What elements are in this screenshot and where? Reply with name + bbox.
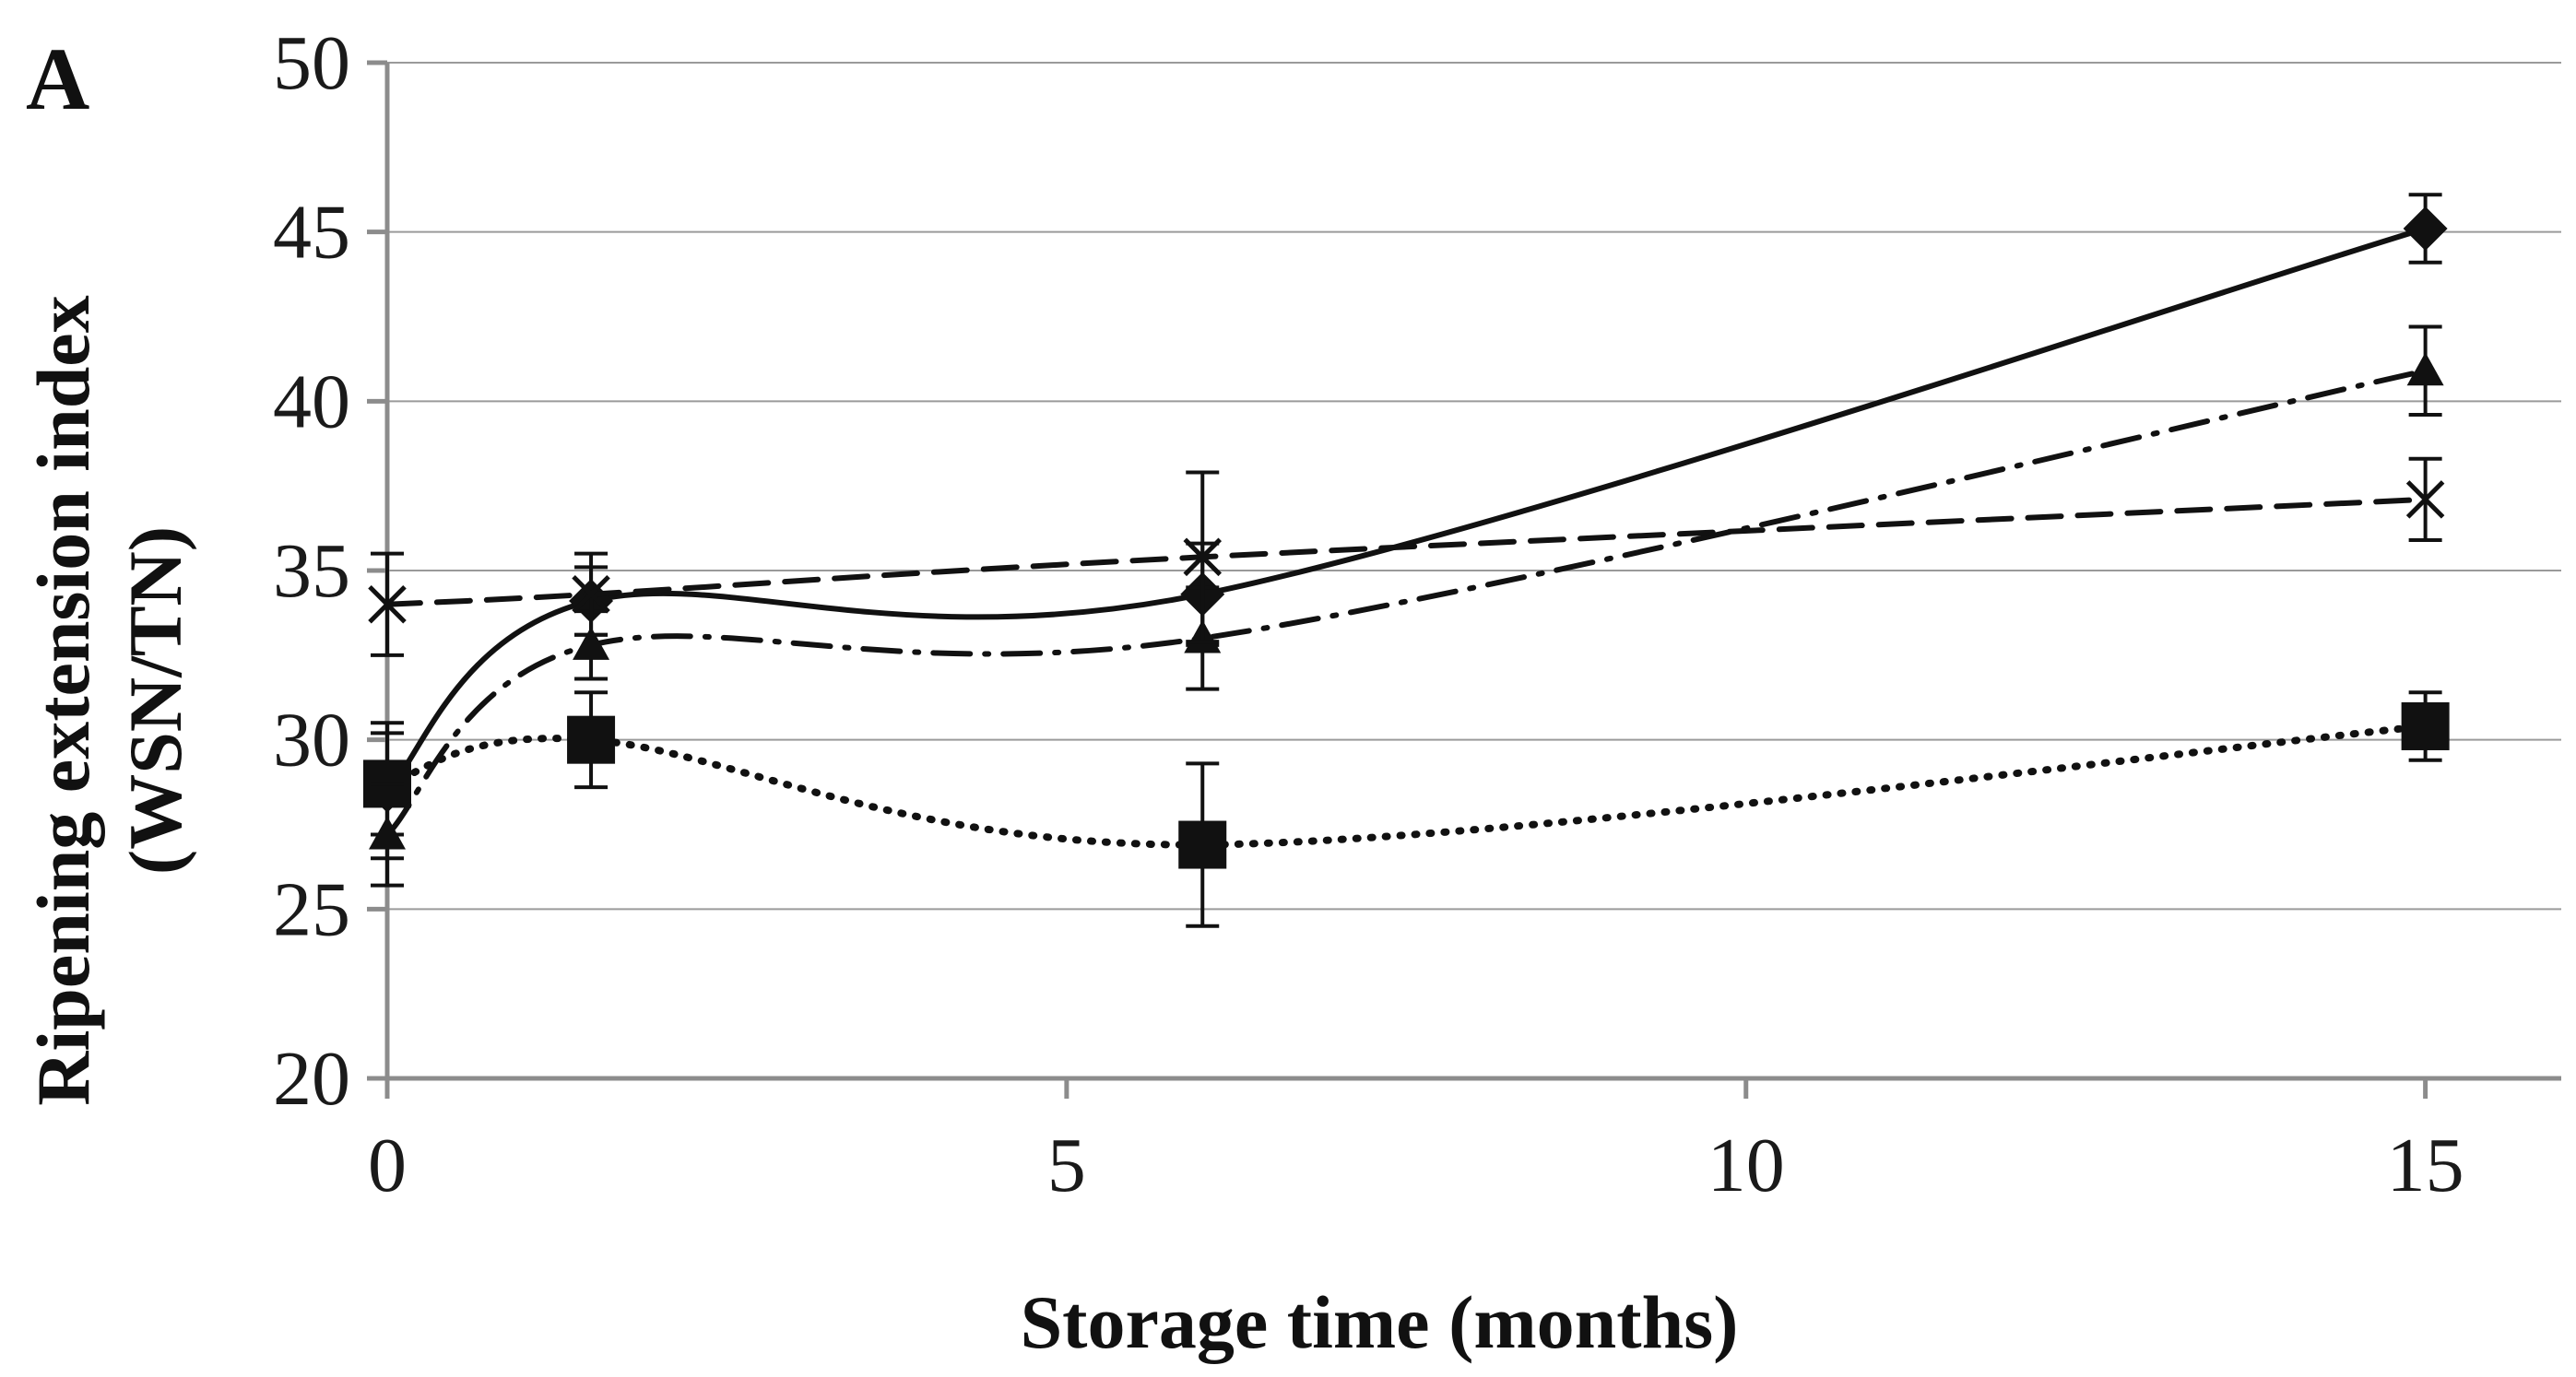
- y-tick-label: 25: [273, 866, 350, 952]
- x-axis-title: Storage time (months): [1021, 1280, 1739, 1364]
- y-tick-label: 45: [273, 190, 350, 276]
- data-point-square: [567, 715, 616, 764]
- data-point-triangle: [369, 816, 406, 850]
- series-line: [384, 496, 2428, 607]
- axes: [367, 60, 2561, 1099]
- series-triangle-dashdot: [369, 324, 2444, 888]
- series-line: [384, 225, 2428, 794]
- y-tick-label: 50: [273, 20, 350, 106]
- y-axis-title-line-2: (WSN/TN): [113, 526, 197, 875]
- data-point-x: [2405, 480, 2445, 519]
- x-tick-label: 5: [1047, 1123, 1086, 1208]
- data-point-x: [368, 584, 407, 624]
- gridlines: [387, 62, 2561, 911]
- data-point-square: [1178, 820, 1227, 869]
- series-x-dashed: [368, 456, 2445, 657]
- series-line: [384, 368, 2428, 838]
- y-tick-label: 30: [273, 698, 350, 783]
- y-axis-title-line-1: Ripening extension index: [21, 295, 105, 1105]
- data-point-diamond: [2403, 206, 2448, 251]
- data-point-square: [2401, 701, 2450, 750]
- series-line: [384, 722, 2429, 849]
- y-axis-title: Ripening extension index (WSN/TN): [21, 295, 197, 1105]
- data-point-triangle: [573, 626, 610, 660]
- x-tick-label: 0: [368, 1123, 407, 1208]
- series-group: [363, 193, 2450, 928]
- data-point-x: [572, 574, 610, 614]
- x-tick-label: 10: [1707, 1123, 1785, 1208]
- y-tick-label: 20: [273, 1036, 350, 1122]
- x-tick-labels: 0 5 10 15: [368, 1123, 2464, 1208]
- panel-label: A: [26, 29, 89, 128]
- data-point-triangle: [2406, 352, 2444, 386]
- data-point-x: [1183, 537, 1223, 577]
- x-tick-label: 15: [2387, 1123, 2464, 1208]
- y-tick-label: 35: [273, 528, 350, 614]
- y-tick-label: 40: [273, 359, 350, 444]
- series-square-dotted: [363, 690, 2450, 928]
- y-tick-labels: 20 25 30 35 40 45 50: [273, 20, 350, 1122]
